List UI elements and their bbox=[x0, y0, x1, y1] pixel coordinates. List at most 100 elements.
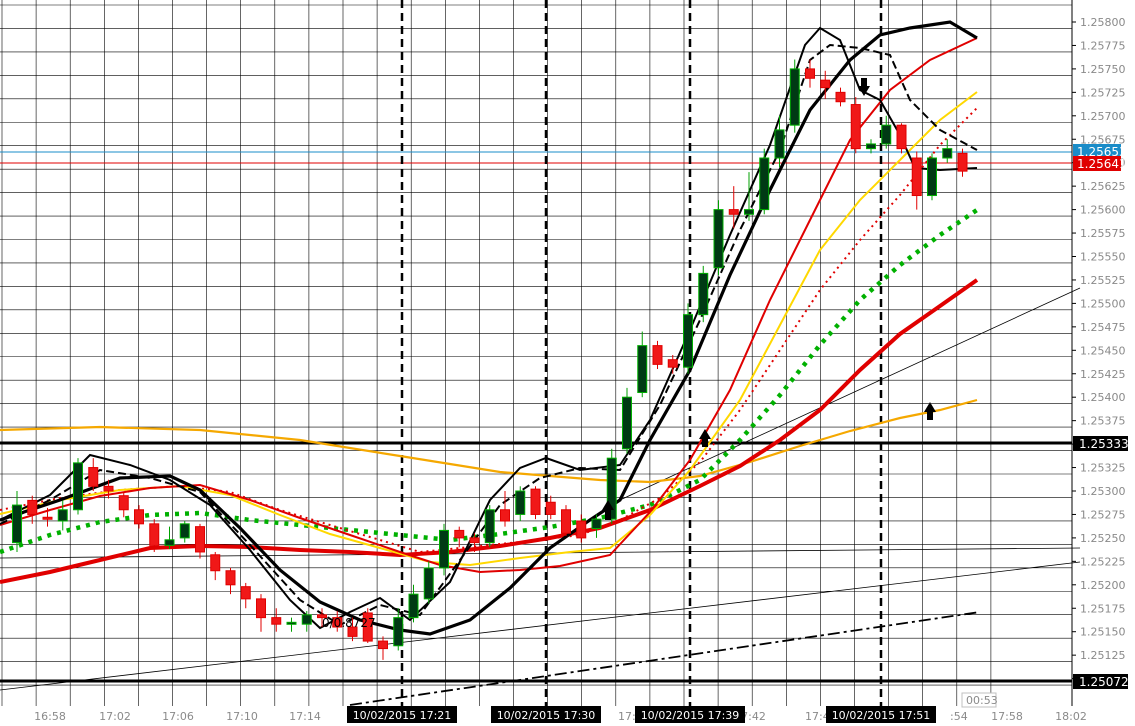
candle-body bbox=[820, 79, 831, 89]
candle-body bbox=[469, 537, 480, 544]
candle-body bbox=[256, 598, 266, 619]
y-tick-label: 1.25800 bbox=[1080, 16, 1126, 29]
x-tick-label: 16:58 bbox=[34, 710, 66, 723]
y-tick-label: 1.25225 bbox=[1080, 555, 1126, 568]
candle-body bbox=[149, 523, 160, 546]
upper-level-label: 1.25333 bbox=[1079, 437, 1129, 451]
candle-body bbox=[317, 614, 327, 619]
candle bbox=[942, 139, 953, 163]
candle bbox=[225, 567, 236, 595]
y-tick-label: 1.25600 bbox=[1080, 204, 1126, 217]
candle bbox=[210, 551, 221, 581]
candle bbox=[301, 611, 312, 632]
x-tick-label-partial: :54 bbox=[950, 710, 968, 723]
candle-body bbox=[957, 152, 968, 172]
signal-arrows bbox=[602, 78, 936, 520]
candle-body bbox=[683, 314, 693, 368]
candle bbox=[378, 636, 388, 660]
current-price-box: 1.25641 bbox=[1073, 156, 1127, 171]
candle bbox=[439, 523, 449, 576]
candle bbox=[866, 139, 876, 154]
candle-body bbox=[759, 157, 770, 211]
y-tick-label: 1.25125 bbox=[1080, 649, 1126, 662]
time-marker-label: 10/02/2015 17:39 bbox=[641, 709, 740, 722]
y-tick-label: 1.25525 bbox=[1080, 274, 1126, 287]
candle-body bbox=[744, 209, 754, 215]
candle-body bbox=[42, 516, 53, 520]
candles bbox=[12, 59, 968, 660]
candle-body bbox=[789, 68, 800, 126]
candle-body bbox=[164, 539, 175, 546]
axes: 1.25800 1.25775 1.25750 1.25725 1.25700 1.256… bbox=[34, 0, 1126, 723]
candle-body bbox=[652, 345, 663, 365]
y-tick-label: 1.25550 bbox=[1080, 251, 1126, 264]
candle-body bbox=[728, 209, 739, 215]
candle bbox=[256, 594, 266, 632]
candle bbox=[637, 331, 648, 398]
arrow-up-icon bbox=[602, 500, 614, 520]
candle bbox=[744, 172, 754, 221]
candle-body bbox=[850, 104, 861, 150]
candle bbox=[362, 608, 373, 643]
candle bbox=[652, 340, 663, 370]
candle bbox=[118, 492, 129, 518]
candle bbox=[134, 505, 144, 529]
arrow-up-icon bbox=[924, 402, 936, 420]
candle-body bbox=[347, 626, 358, 637]
bid-price-label: 1.25653 bbox=[1077, 145, 1127, 159]
candle bbox=[622, 387, 632, 454]
candle bbox=[179, 521, 190, 543]
candle bbox=[408, 584, 419, 623]
horizontal-levels bbox=[0, 151, 1072, 683]
candle bbox=[835, 87, 846, 107]
candle-body bbox=[103, 485, 114, 492]
candle-body bbox=[408, 593, 419, 619]
candle-body bbox=[195, 526, 205, 553]
time-marker-label: 10/02/2015 17:21 bbox=[353, 709, 452, 722]
candle bbox=[683, 303, 693, 374]
y-tick-label: 1.25625 bbox=[1080, 180, 1126, 193]
candle-body bbox=[591, 518, 602, 530]
x-tick-label-partial: 17:4 bbox=[805, 710, 830, 723]
candle bbox=[927, 153, 937, 201]
candle-body bbox=[911, 157, 922, 197]
candle bbox=[606, 448, 617, 524]
x-tick-label: 18:02 bbox=[1055, 710, 1087, 723]
candle-body bbox=[484, 509, 495, 544]
arrow-down-icon bbox=[858, 78, 870, 96]
y-tick-label: 1.25700 bbox=[1080, 110, 1126, 123]
candle bbox=[774, 115, 785, 168]
candle-body bbox=[576, 520, 587, 539]
candle bbox=[469, 533, 480, 552]
time-marker-label-box bbox=[491, 706, 601, 723]
countdown-label: 00:53 bbox=[966, 694, 998, 707]
candle-body bbox=[835, 91, 846, 103]
candle-body bbox=[896, 124, 907, 150]
trend-line-3 bbox=[0, 547, 1081, 559]
y-tick-label: 1.25500 bbox=[1080, 297, 1126, 310]
candle-body bbox=[301, 614, 312, 625]
y-tick-label: 1.25450 bbox=[1080, 344, 1126, 357]
countdown-box: 00:53 bbox=[961, 692, 998, 708]
candle bbox=[805, 59, 815, 88]
candle bbox=[164, 526, 175, 550]
candle-body bbox=[637, 345, 648, 394]
lower-level-box: 1.25072 bbox=[1073, 674, 1129, 689]
candle bbox=[881, 115, 892, 149]
ma-orange bbox=[0, 398, 978, 484]
candle bbox=[515, 486, 526, 522]
x-tick-label-partial: 17: bbox=[618, 710, 636, 723]
time-marker-label: 10/02/2015 17:30 bbox=[497, 709, 596, 722]
candle bbox=[713, 200, 724, 276]
candle bbox=[576, 514, 587, 543]
trend-line-2 bbox=[0, 561, 1081, 691]
y-tick-label: 1.25575 bbox=[1080, 227, 1126, 240]
candle bbox=[347, 617, 358, 642]
y-tick-label: 1.25375 bbox=[1080, 415, 1126, 428]
candle-body bbox=[286, 621, 297, 625]
y-axis-ticks: 1.25800 1.25775 1.25750 1.25725 1.25700 1.256… bbox=[1072, 16, 1126, 686]
candle-body bbox=[454, 529, 465, 539]
candle-body bbox=[927, 157, 937, 197]
candle-body bbox=[271, 617, 282, 625]
